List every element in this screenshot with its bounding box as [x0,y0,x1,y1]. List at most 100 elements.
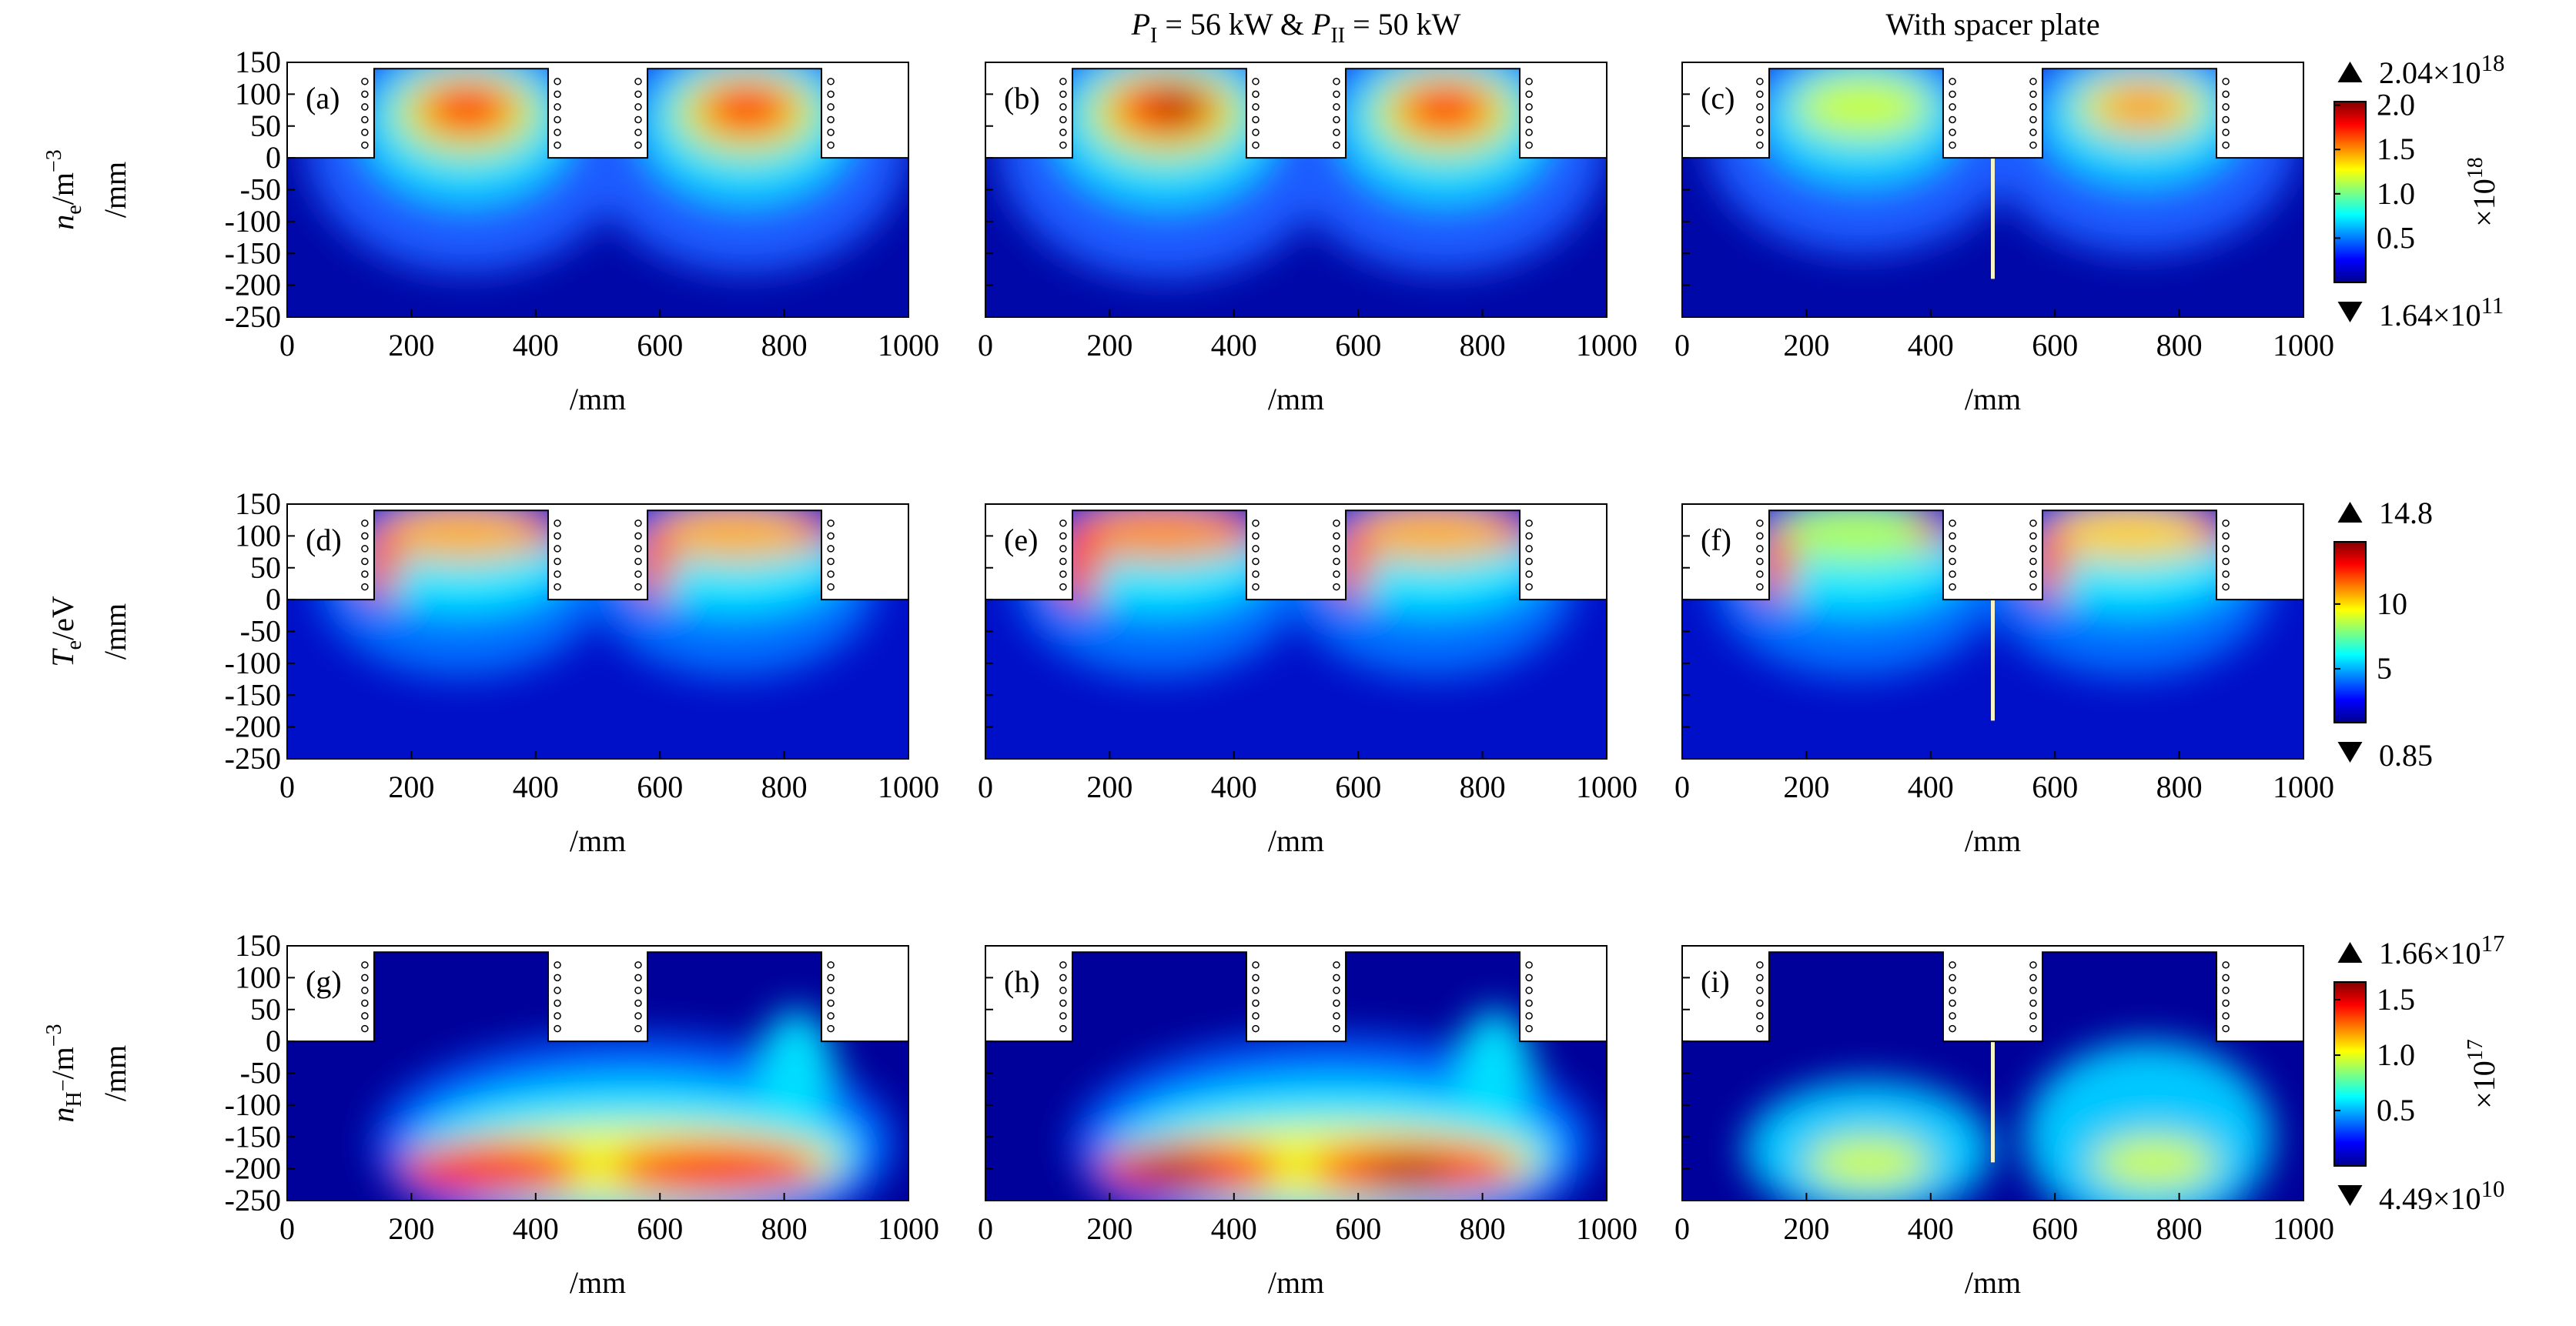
text-part: ×10 [2467,179,2501,227]
coil [827,583,835,591]
text-part: 1.66×10 [2379,936,2481,970]
coil [1059,545,1067,553]
x-tick-label: 0 [279,770,295,804]
y-tick-label: -100 [225,646,281,680]
coil [1059,961,1067,969]
panel: 0 200 400 600 800 1000/mm (e) [978,503,1638,858]
y-tick-label: -250 [225,741,281,776]
coil [1059,90,1067,99]
coil [1525,570,1533,578]
colorbar-gradient [2333,981,2367,1167]
coil [2222,519,2230,527]
text-part: P [1311,7,1330,42]
coil [1949,545,1956,553]
coil [1949,532,1956,540]
coil [827,999,835,1007]
x-tick-label: 400 [1908,328,1954,362]
coil [1756,532,1764,540]
text-part: e [62,640,86,650]
coil [554,583,561,591]
coil [634,141,642,149]
text-part: 0.85 [2379,738,2433,773]
coil [827,557,835,566]
coil [361,90,369,99]
x-tick-label: 400 [1211,770,1257,804]
x-tick-label: 0 [978,770,993,804]
panel: 0 200 400 600 800 1000/mm (b) [978,62,1638,416]
y-tick-label: 0 [266,582,281,616]
coil [1525,583,1533,591]
panel-label: (e) [1004,523,1038,557]
coil [827,545,835,553]
text-part: 17 [2481,930,2505,957]
panel: 0 200 400 600 800 1000/mm (f) [1674,503,2334,858]
text-part: /m [45,172,80,205]
y-tick-label: -200 [225,710,281,744]
field-blob [1128,1159,1216,1185]
coil [1333,129,1340,136]
x-tick-label: 200 [1086,1211,1132,1246]
coil [634,1012,642,1020]
x-tick-label: 200 [1783,1211,1829,1246]
coil [1756,78,1764,85]
coil [1756,519,1764,527]
coil [2222,129,2230,136]
x-tick-label: 0 [978,1211,993,1246]
heatmap-field [306,68,908,273]
coil [554,545,561,553]
field-blob [1794,75,1931,139]
row-quantity-label: nH−/m−3 [42,1024,86,1122]
coil [827,78,835,85]
x-tick-label: 200 [388,770,434,804]
coil [2222,103,2230,111]
y-tick-label: -200 [225,1151,281,1186]
panel: 0 200 400 600 800 1000/mm (h) [978,945,1638,1300]
coil [361,545,369,553]
x-tick-label: 0 [279,1211,295,1246]
x-tick-label: 0 [1674,1211,1690,1246]
coil [2029,545,2037,553]
coil [1756,129,1764,136]
field-blob [759,1009,835,1124]
y-tick-label: -150 [225,235,281,270]
coil [634,103,642,111]
panel: 0 200 400 600 800 1000/mm (c) [1674,62,2334,416]
coil [1756,557,1764,566]
x-tick-label: 200 [1783,770,1829,804]
x-tick-label: 400 [513,770,559,804]
colorbar-min-label: 4.49×1010 [2379,1176,2504,1216]
coil [1525,103,1533,111]
column-title: PI = 56 kW & PII = 50 kW [1131,7,1461,48]
colorbar-max-marker [2337,502,2363,523]
coil [1059,999,1067,1007]
y-tick-label: -150 [225,1119,281,1154]
y-tick-label: -250 [225,299,281,334]
coil [361,103,369,111]
coil [554,974,561,982]
coil [1949,519,1956,527]
coil [554,532,561,540]
coil [1333,987,1340,994]
coil [1756,1012,1764,1020]
text-part: 11 [2481,292,2504,319]
x-tick-label: 400 [513,328,559,362]
colorbar-min-marker [2337,302,2363,322]
x-tick-label: 1000 [1576,328,1638,362]
coil [2222,141,2230,149]
y-tick-label: 100 [235,76,281,111]
coil [827,141,835,149]
x-tick-label: 600 [2032,328,2078,362]
coil [1333,1024,1340,1033]
coil [1525,1024,1533,1033]
coil [554,1024,561,1033]
coil [827,129,835,136]
coil [1252,974,1260,982]
coil [1059,1012,1067,1020]
text-part: n [45,215,80,230]
field-blob [2110,89,2173,122]
coil [827,570,835,578]
coil [554,1012,561,1020]
